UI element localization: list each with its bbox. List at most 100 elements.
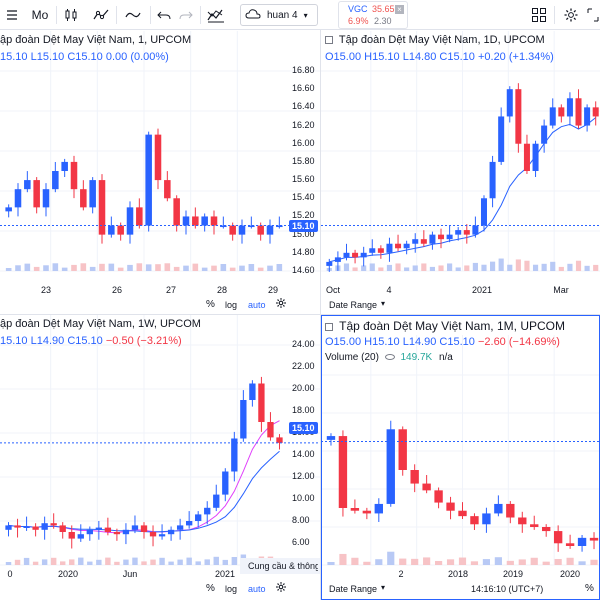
volume-bar [506, 560, 514, 565]
fullscreen-icon[interactable] [586, 4, 600, 26]
chart-canvas-1d[interactable] [321, 31, 600, 314]
volume-bar [429, 266, 435, 271]
percent-toggle[interactable]: % [585, 583, 594, 594]
ohlc-legend: O15.00 H15.10 L14.90 C15.10 −2.60 (−14.6… [325, 336, 560, 348]
layout-grid-icon[interactable] [528, 4, 550, 26]
line-chart-icon[interactable] [122, 4, 144, 26]
volume-bar [177, 559, 183, 565]
volume-bar [593, 264, 599, 271]
volume-bar [136, 263, 143, 271]
volume-bar [204, 559, 210, 565]
chart-pane-1m[interactable]: Tập đoàn Dệt May Việt Nam, 1M, UPCOM O15… [321, 315, 600, 600]
pane-title-text: Tập đoàn Dệt May Việt Nam, 1M, UPCOM [339, 319, 565, 333]
auto-toggle[interactable]: auto [248, 584, 266, 594]
chart-canvas-1min[interactable] [0, 31, 320, 314]
candle-body [98, 180, 106, 235]
candle-body [68, 532, 75, 539]
undo-icon[interactable] [154, 4, 174, 26]
cloud-icon [245, 8, 261, 23]
price-label: 15.60 [292, 174, 315, 185]
volume-bar [435, 560, 443, 565]
candle-icon[interactable] [60, 4, 82, 26]
close-icon[interactable]: × [395, 5, 404, 14]
last-price-tag: 15.10 [289, 422, 318, 434]
auto-toggle[interactable]: auto [248, 300, 266, 310]
candle-body [86, 529, 93, 535]
candle-body [52, 171, 59, 190]
candle-body [395, 243, 402, 249]
volume-bar [201, 267, 208, 271]
pane-divider-horizontal[interactable] [0, 314, 600, 315]
chevron-down-icon[interactable]: ▾ [381, 299, 386, 308]
candle-body [32, 526, 39, 530]
volume-bar [276, 264, 283, 271]
volume-bar [438, 265, 444, 271]
candle-body [446, 502, 455, 511]
volume-bar [447, 263, 453, 271]
candle-body [434, 490, 443, 503]
volume-bar [351, 557, 359, 565]
pane-title: Tập đoàn Dệt May Việt Nam, 1D, UPCOM [325, 34, 545, 46]
candle-body [195, 514, 202, 521]
candle-body [518, 517, 527, 525]
candle-body [463, 230, 470, 235]
ohlc-high: 15.10 [0, 335, 28, 347]
volume-bar [550, 261, 556, 271]
layout-selector[interactable]: huan 4 ▾ [240, 4, 318, 26]
eye-icon[interactable] [384, 354, 395, 361]
volume-bar [458, 557, 467, 565]
ohlc-legend: O15.00 H15.10 L14.80 C15.10 +0.20 (+1.34… [325, 51, 554, 63]
volume-bar [108, 263, 115, 271]
percent-toggle[interactable]: % [206, 299, 215, 310]
price-label: 22.00 [292, 361, 315, 371]
candle-body [369, 248, 376, 253]
restore-icon[interactable] [325, 36, 333, 45]
candle-body [126, 207, 134, 235]
gear-icon[interactable] [560, 4, 582, 26]
candle-body [220, 225, 227, 228]
date-range-button[interactable]: Date Range [329, 300, 378, 310]
candle-body [176, 525, 184, 530]
pane-divider-vertical[interactable] [320, 30, 321, 600]
candle-body [374, 503, 383, 514]
volume-bar [127, 264, 133, 271]
candle-body [229, 225, 236, 235]
date-range-button[interactable]: Date Range [329, 584, 378, 594]
candle-body [173, 198, 180, 226]
pane-title-text: Tập đoàn Dệt May Việt Nam, 1D, UPCOM [338, 34, 545, 46]
price-label: 15.00 [292, 228, 315, 239]
redo-icon[interactable] [176, 4, 196, 26]
time-label: 26 [111, 285, 123, 295]
ohlc-close: C15.10 [439, 336, 475, 348]
log-toggle[interactable]: log [225, 584, 238, 594]
chart-pane-1w[interactable]: ập đoàn Dệt May Việt Nam, 1W, UPCOM 15.1… [0, 315, 320, 600]
volume-bar [239, 265, 245, 271]
compare-icon[interactable] [204, 4, 228, 26]
tab-market-depth[interactable]: Cung cầu & thông số giao dịch [248, 561, 318, 571]
restore-icon[interactable] [325, 322, 333, 331]
volume-bar [52, 263, 59, 271]
candle-body [438, 234, 445, 240]
watch-widget[interactable]: VGC 35.65 6.9% 2.30 × [338, 1, 408, 29]
percent-toggle[interactable]: % [206, 583, 215, 594]
candle-body [498, 116, 505, 162]
price-label: 16.20 [292, 119, 315, 130]
candle-body [532, 143, 539, 171]
interval-button[interactable]: Mo [31, 8, 49, 22]
chart-canvas-1m[interactable] [321, 315, 600, 600]
log-toggle[interactable]: log [225, 300, 238, 310]
candle-body [158, 534, 166, 537]
indicators-icon[interactable] [90, 4, 112, 26]
candle-body [398, 429, 407, 470]
candle-body [122, 529, 130, 535]
chart-pane-1min[interactable]: ập đoàn Dệt May Việt Nam, 1, UPCOM 15.10… [0, 31, 320, 314]
volume-bar [71, 264, 77, 271]
tool-menu-icon[interactable] [2, 4, 22, 26]
chart-pane-1d[interactable]: Tập đoàn Dệt May Việt Nam, 1D, UPCOM O15… [321, 31, 600, 314]
candle-body [167, 529, 175, 535]
price-label: 6.00 [292, 537, 310, 547]
chevron-down-icon[interactable]: ▾ [381, 583, 386, 592]
volume-bar [231, 557, 238, 565]
candle-body [338, 436, 348, 508]
